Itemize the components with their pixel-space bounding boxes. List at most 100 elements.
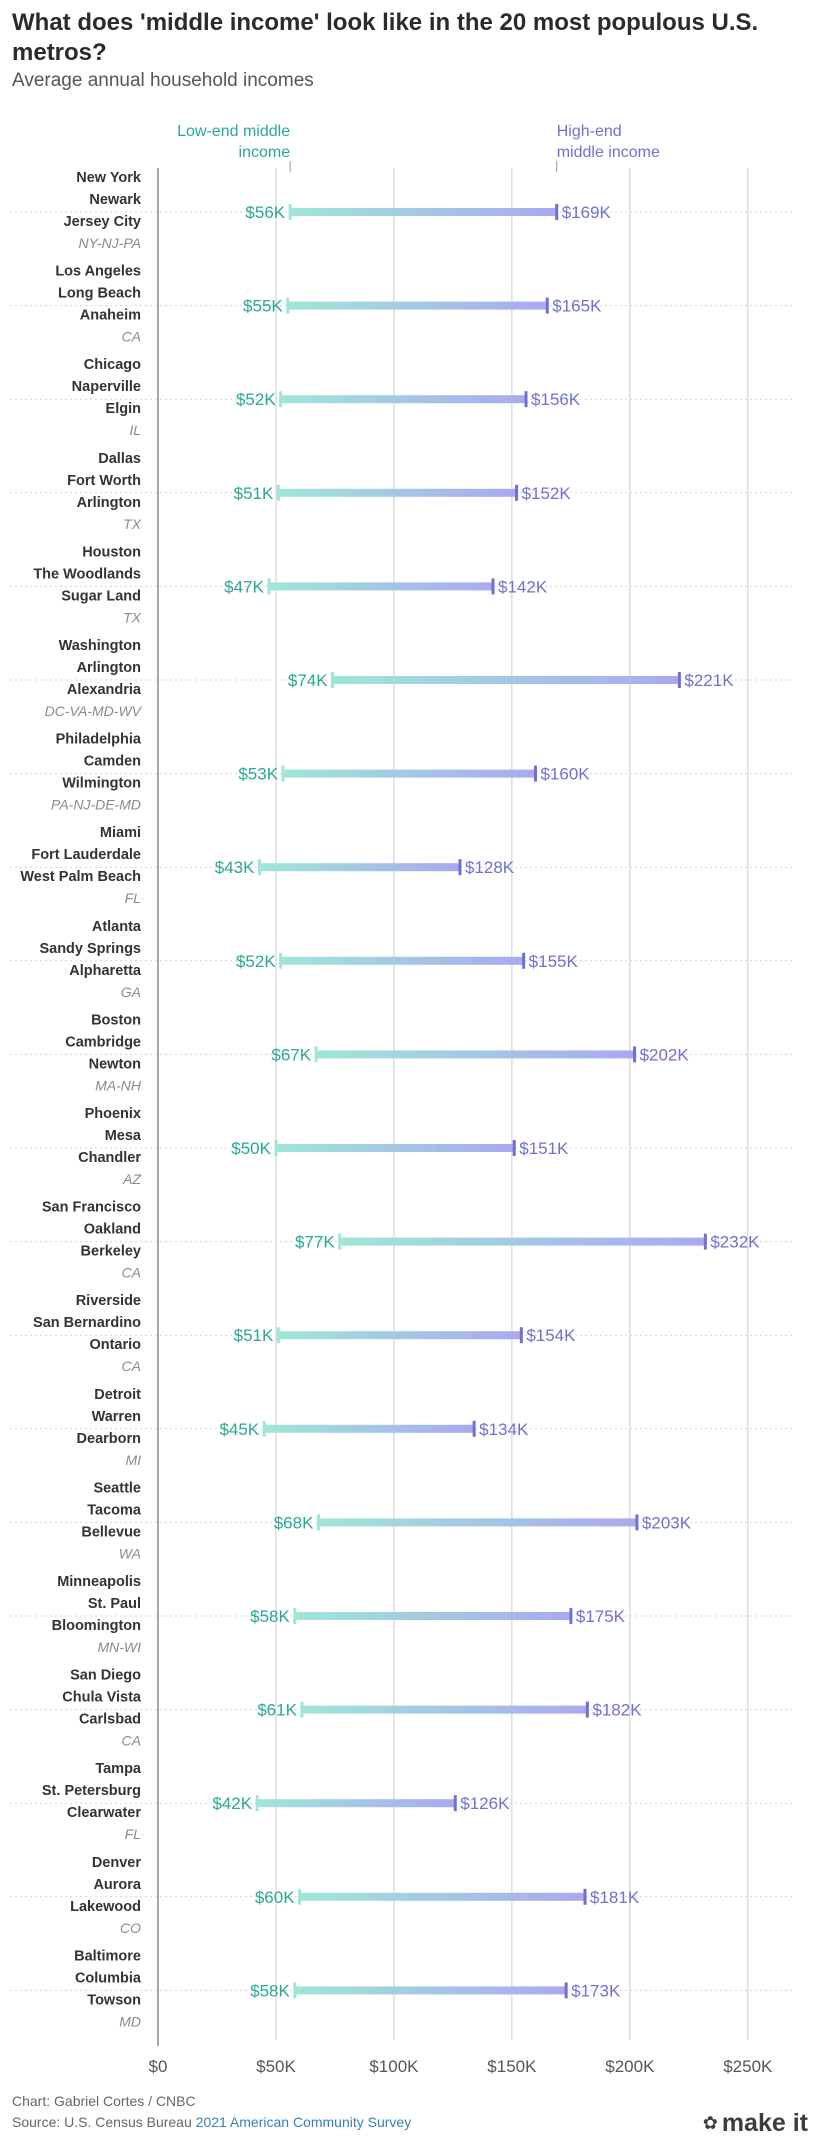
range-bar (294, 1612, 571, 1620)
metro-state: IL (129, 422, 141, 438)
range-bar (278, 488, 517, 497)
range-bar (316, 1050, 635, 1059)
metro-row: Minneapolis St. Paul Bloomington MN-WI $58K $… (10, 1574, 795, 1655)
metro-state: TX (123, 516, 142, 532)
metro-name-line: Berkeley (81, 1244, 141, 1260)
x-tick-label: $150K (487, 2057, 537, 2076)
low-value-label: $51K (234, 484, 274, 503)
range-bar (318, 1518, 637, 1527)
high-value-label: $182K (592, 1701, 642, 1720)
metro-name-line: Philadelphia (56, 732, 142, 748)
x-tick-label: $50K (256, 2057, 296, 2076)
high-value-label: $151K (519, 1139, 569, 1158)
metro-name-line: The Woodlands (33, 566, 141, 582)
metro-name-line: New York (76, 170, 142, 186)
high-value-label: $181K (590, 1888, 640, 1907)
metro-row: Houston The Woodlands Sugar Land TX $47K $142… (10, 544, 795, 625)
range-bar (275, 1144, 515, 1152)
high-value-label: $173K (571, 1981, 621, 2000)
metro-state: MN-WI (97, 1639, 141, 1655)
metro-row: Baltimore Columbia Towson MD $58K $173K (10, 1948, 795, 2029)
metro-name-line: Tampa (95, 1761, 142, 1777)
metro-name-line: Mesa (105, 1128, 142, 1144)
logo-text: make it (721, 2109, 808, 2137)
legend-low-label-line1: Low-end middle (177, 123, 290, 140)
low-value-label: $58K (250, 1981, 290, 2000)
metro-name-line: Anaheim (80, 308, 141, 324)
metro-row: Boston Cambridge Newton MA-NH $67K $202K (10, 1012, 795, 1093)
low-value-label: $45K (219, 1420, 259, 1439)
metro-state: DC-VA-MD-WV (45, 703, 143, 719)
metro-state: FL (125, 1826, 141, 1842)
metro-row: Atlanta Sandy Springs Alpharetta GA $52K $155… (10, 919, 795, 1000)
high-value-label: $155K (529, 952, 579, 971)
metro-name-line: Chicago (84, 357, 141, 373)
metro-row: Los Angeles Long Beach Anaheim CA $55K $165K (10, 264, 795, 345)
metro-row: San Diego Chula Vista Carlsbad CA $61K $182K (10, 1668, 795, 1749)
metro-name-line: Atlanta (92, 919, 142, 935)
metro-state: WA (119, 1545, 141, 1561)
metro-name-line: Minneapolis (57, 1574, 141, 1590)
metro-row: New York Newark Jersey City NY-NJ-PA $56K $16… (10, 170, 795, 251)
metro-name-line: Long Beach (58, 286, 141, 302)
metro-state: CA (122, 1358, 141, 1374)
metro-state: AZ (122, 1171, 141, 1187)
chart-source: Source: U.S. Census Bureau 2021 American… (12, 2114, 411, 2130)
metro-name-line: Seattle (93, 1480, 141, 1496)
low-value-label: $43K (215, 858, 255, 877)
metro-name-line: West Palm Beach (20, 869, 141, 885)
metro-name-line: Boston (91, 1012, 141, 1028)
range-bar (257, 1799, 456, 1808)
metro-name-line: Riverside (76, 1293, 141, 1309)
high-value-label: $128K (465, 858, 515, 877)
metro-name-line: Detroit (94, 1387, 141, 1403)
metro-row: Phoenix Mesa Chandler AZ $50K $151K (10, 1106, 795, 1187)
high-value-label: $169K (562, 203, 612, 222)
chart-subtitle: Average annual household incomes (12, 70, 314, 91)
metro-name-line: Clearwater (67, 1805, 142, 1821)
metro-state: CA (122, 1733, 141, 1749)
metro-name-line: Miami (100, 825, 141, 841)
low-value-label: $42K (212, 1794, 252, 1813)
metro-name-line: Oakland (84, 1222, 141, 1238)
metro-name-line: Chandler (78, 1150, 141, 1166)
metro-row: Denver Aurora Lakewood CO $60K $181K (10, 1855, 795, 1936)
low-value-label: $50K (231, 1139, 271, 1158)
metro-name-line: Jersey City (64, 214, 141, 230)
source-prefix: Source: U.S. Census Bureau (12, 2114, 192, 2130)
chart-credit: Chart: Gabriel Cortes / CNBC (12, 2093, 196, 2109)
metro-row: Miami Fort Lauderdale West Palm Beach FL $43… (10, 825, 795, 906)
metro-state: CA (122, 329, 141, 345)
metro-name-line: Naperville (72, 379, 141, 395)
metro-name-line: Denver (92, 1855, 142, 1871)
high-value-label: $152K (522, 484, 572, 503)
metro-name-line: Lakewood (70, 1899, 141, 1915)
low-value-label: $56K (245, 203, 285, 222)
range-bar (264, 1424, 475, 1433)
source-link[interactable]: 2021 American Community Survey (195, 2114, 412, 2130)
metro-row: San Francisco Oakland Berkeley CA $77K $232K (10, 1200, 795, 1281)
high-value-label: $142K (498, 577, 548, 596)
metro-name-line: Los Angeles (55, 264, 141, 280)
high-value-label: $203K (642, 1513, 692, 1532)
range-bar (278, 1331, 522, 1340)
metro-name-line: St. Paul (88, 1596, 141, 1612)
metro-name-line: Phoenix (85, 1106, 141, 1122)
metro-state: MA-NH (95, 1077, 142, 1093)
high-value-label: $165K (552, 297, 602, 316)
high-value-label: $134K (479, 1420, 529, 1439)
metro-name-line: Tacoma (87, 1502, 142, 1518)
metro-state: CO (120, 1920, 141, 1936)
legend-low-label-line2: income (239, 144, 291, 161)
metro-name-line: Wilmington (62, 776, 141, 792)
low-value-label: $67K (271, 1045, 311, 1064)
high-value-label: $154K (526, 1326, 576, 1345)
metro-name-line: Sandy Springs (39, 941, 141, 957)
range-bar (294, 1986, 567, 1995)
low-value-label: $68K (274, 1513, 314, 1532)
metro-name-line: Aurora (93, 1877, 141, 1893)
low-value-label: $51K (234, 1326, 274, 1345)
metro-name-line: Sugar Land (61, 588, 141, 604)
range-bar (299, 1892, 586, 1901)
